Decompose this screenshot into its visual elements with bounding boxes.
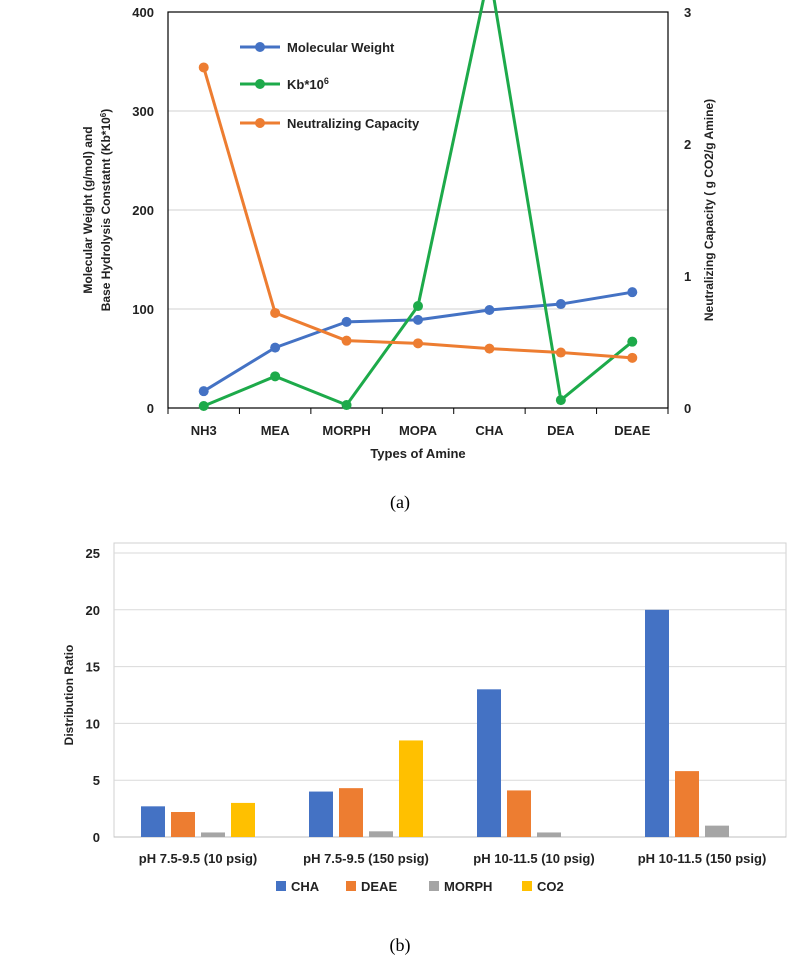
y-tick-label: 25 [86, 546, 100, 561]
x-axis-label: Types of Amine [370, 446, 465, 461]
y2-tick-label: 0 [684, 401, 691, 416]
legend-label: Molecular Weight [287, 40, 395, 55]
y-tick-label: 0 [93, 830, 100, 845]
x-tick-label: MOPA [399, 423, 438, 438]
x-tick-label: CHA [475, 423, 504, 438]
bar [477, 689, 501, 837]
y-axis-label: Distribution Ratio [62, 645, 76, 746]
data-point [270, 371, 281, 382]
y-tick-label: 15 [86, 660, 100, 675]
plot-frame [167, 11, 669, 409]
legend-label-sup: 6 [324, 76, 329, 86]
legend-label: CHA [291, 879, 320, 894]
legend-label-text: Kb*10 [287, 77, 324, 92]
y-tick-label: 5 [93, 773, 100, 788]
y-tick-label: 200 [132, 203, 154, 218]
y2-tick-label: 2 [684, 137, 691, 152]
y-tick-label: 400 [132, 5, 154, 20]
y-axis-label-line2: Base Hydrolysis Constatnt (Kb*106) [99, 109, 114, 312]
data-point [341, 400, 352, 411]
bar [141, 806, 165, 837]
x-tick-label: MEA [261, 423, 291, 438]
bar [675, 771, 699, 837]
legend-label: MORPH [444, 879, 492, 894]
bar [369, 831, 393, 837]
y-tick-label: 100 [132, 302, 154, 317]
x-tick-label: MORPH [322, 423, 370, 438]
y-tick-label: 10 [86, 716, 100, 731]
data-point [413, 301, 423, 312]
legend-marker [255, 79, 265, 89]
data-point [270, 342, 281, 353]
data-point [555, 395, 566, 406]
y-axis-label-sup: 6 [99, 112, 108, 117]
data-point [555, 299, 566, 310]
data-point [627, 287, 638, 298]
caption-a: (a) [390, 492, 410, 512]
legend-marker [255, 42, 265, 52]
y-axis-label-close: ) [99, 109, 113, 113]
legend-label-text: Molecular Weight [287, 40, 395, 55]
bar [399, 740, 423, 837]
x-tick-label: DEA [547, 423, 575, 438]
x-tick-label: pH 10-11.5 (10 psig) [473, 851, 594, 866]
y2-tick-label: 1 [684, 269, 691, 284]
data-point [484, 304, 495, 315]
data-point [341, 316, 352, 327]
legend-swatch [346, 881, 356, 891]
legend-label: Kb*106 [287, 76, 329, 92]
chart-b-bar: 0 5 10 15 20 25 Distribution Ratio pH 7.5-9.5 (… [62, 542, 787, 894]
bar [309, 791, 333, 837]
data-point [198, 401, 209, 412]
data-point [627, 352, 638, 363]
legend-swatch [429, 881, 439, 891]
legend-swatch [522, 881, 532, 891]
legend-label: DEAE [361, 879, 397, 894]
legend-label: Neutralizing Capacity [287, 116, 420, 131]
y-axis-label-line1: Molecular Weight (g/mol) and [81, 126, 95, 293]
x-tick-label: pH 7.5-9.5 (150 psig) [303, 851, 429, 866]
bar [171, 812, 195, 837]
bar [537, 832, 561, 837]
legend-label: CO2 [537, 879, 564, 894]
data-point [484, 343, 495, 354]
data-point [555, 347, 566, 358]
x-tick-label: pH 7.5-9.5 (10 psig) [139, 851, 257, 866]
y-tick-label: 0 [147, 401, 154, 416]
bar [231, 802, 255, 837]
y-axis-label-text: Base Hydrolysis Constatnt (Kb*10 [99, 117, 113, 311]
bar [507, 790, 531, 837]
data-point [341, 335, 352, 346]
data-point [198, 386, 209, 397]
y2-axis-label: Neutralizing Capacity ( g CO2/g Amine) [702, 99, 716, 321]
data-point [627, 336, 638, 347]
legend-marker [255, 118, 265, 128]
legend-label-text: Neutralizing Capacity [287, 116, 420, 131]
chart-a-line: 0 100 200 300 400 0 1 2 3 NH3 MEA MORPH MOPA CHA DEA DE… [81, 0, 716, 461]
x-tick-label: pH 10-11.5 (150 psig) [638, 851, 767, 866]
y-tick-label: 300 [132, 104, 154, 119]
bar [201, 832, 225, 837]
x-tick-label: DEAE [614, 423, 650, 438]
caption-b: (b) [389, 935, 411, 955]
data-point [413, 314, 423, 325]
data-point [198, 62, 209, 73]
bar [339, 788, 363, 837]
legend-swatch [276, 881, 286, 891]
bar [705, 825, 729, 837]
data-point [270, 307, 281, 318]
y-tick-label: 20 [86, 603, 100, 618]
bar [645, 609, 669, 837]
x-tick-label: NH3 [191, 423, 217, 438]
data-point [413, 338, 423, 349]
y2-tick-label: 3 [684, 5, 691, 20]
